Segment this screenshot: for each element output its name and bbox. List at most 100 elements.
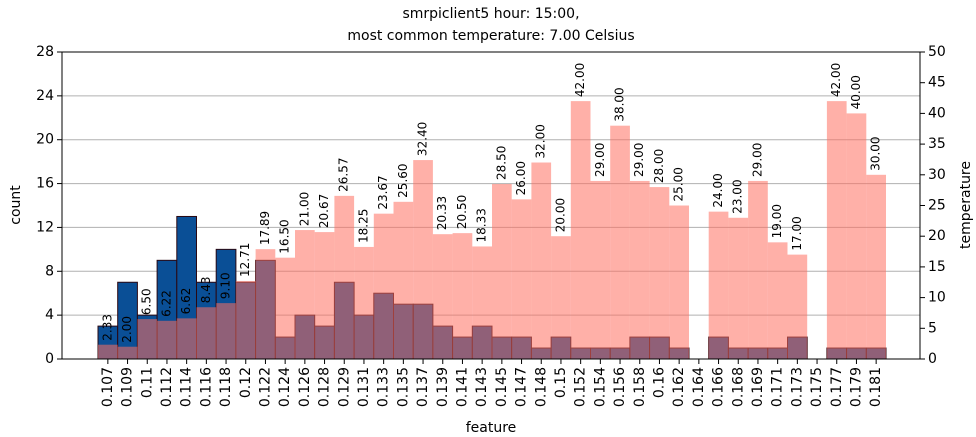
temperature-bar (826, 101, 847, 360)
value-label: 17.00 (790, 216, 804, 250)
y2-tick-label: 0 (928, 351, 937, 367)
temperature-bar (314, 232, 335, 359)
x-tick-label: 0.135 (395, 367, 411, 407)
x-tick-label: 0.137 (415, 367, 431, 407)
y2-tick-label: 5 (928, 320, 937, 336)
value-label: 28.50 (494, 146, 508, 180)
temperature-bar (846, 113, 867, 360)
y-axis-label: count (8, 185, 24, 225)
value-label: 9.10 (219, 272, 233, 299)
value-label: 25.00 (672, 167, 686, 201)
temperature-bar (708, 211, 729, 359)
x-tick-label: 0.118 (218, 367, 234, 407)
temperature-bar (767, 242, 788, 359)
x-tick-label: 0.152 (573, 367, 589, 407)
value-label: 42.00 (573, 63, 587, 97)
x-tick-label: 0.148 (533, 367, 549, 407)
temperature-bar (866, 174, 886, 359)
x-tick-label: 0.128 (317, 367, 333, 407)
value-label: 8.43 (199, 277, 213, 304)
y-tick-label: 28 (36, 44, 54, 60)
temperature-bar (511, 199, 532, 359)
value-label: 32.40 (416, 122, 430, 156)
value-label: 6.62 (179, 288, 193, 315)
temperature-bar (137, 319, 158, 359)
temperature-bar (393, 201, 414, 359)
temperature-bar (117, 346, 138, 359)
temperature-bar (255, 249, 276, 359)
value-label: 16.50 (278, 219, 292, 253)
value-label: 21.00 (297, 192, 311, 226)
value-label: 6.22 (159, 290, 173, 317)
temperature-bar (551, 236, 571, 359)
x-tick-label: 0.11 (139, 367, 155, 398)
temperature-bar (176, 318, 197, 359)
temperature-bar (649, 187, 670, 359)
value-label: 20.33 (435, 196, 449, 230)
y2-tick-label: 25 (928, 198, 946, 214)
value-label: 2.00 (120, 316, 134, 343)
value-label: 6.50 (140, 288, 154, 315)
y-tick-label: 4 (45, 307, 54, 323)
x-tick-label: 0.164 (691, 367, 707, 407)
value-label: 20.67 (317, 194, 331, 228)
x-tick-label: 0.179 (848, 367, 864, 407)
temperature-bar (295, 230, 315, 359)
y2-tick-label: 20 (928, 228, 946, 244)
value-label: 20.00 (553, 198, 567, 232)
value-label: 23.00 (731, 179, 745, 213)
y2-tick-label: 50 (928, 44, 946, 60)
value-label: 30.00 (869, 136, 883, 170)
x-tick-label: 0.145 (494, 367, 510, 407)
temperature-bar (669, 205, 689, 359)
x-tick-label: 0.169 (750, 367, 766, 407)
temperature-bar (629, 180, 650, 359)
temperature-bar (728, 217, 749, 359)
x-tick-label: 0.126 (297, 367, 313, 407)
value-label: 26.00 (514, 161, 528, 195)
temperature-bar (98, 344, 118, 359)
x-tick-label: 0.171 (770, 367, 786, 407)
value-label: 29.00 (593, 143, 607, 177)
x-tick-label: 0.181 (868, 367, 884, 407)
temperature-bar (452, 233, 473, 359)
temperature-bar (472, 246, 492, 359)
temperature-bar (235, 280, 256, 359)
x-tick-label: 0.124 (277, 367, 293, 407)
x-tick-label: 0.116 (198, 367, 214, 407)
value-label: 19.00 (770, 204, 784, 238)
y2-axis-label: temperature (958, 161, 974, 249)
x-tick-label: 0.158 (632, 367, 648, 407)
temperature-bar (531, 162, 552, 359)
y-tick-label: 12 (36, 219, 54, 235)
value-label: 20.50 (455, 195, 469, 229)
temperature-bar (748, 180, 768, 359)
y-tick-label: 24 (36, 88, 54, 104)
x-tick-label: 0.177 (829, 367, 845, 407)
value-label: 18.25 (356, 209, 370, 243)
x-tick-label: 0.133 (376, 367, 392, 407)
value-label: 23.67 (376, 175, 390, 209)
value-label: 2.33 (100, 314, 114, 341)
value-label: 17.89 (258, 211, 272, 245)
y-tick-label: 20 (36, 132, 54, 148)
x-tick-label: 0.173 (789, 367, 805, 407)
temperature-bar (157, 320, 177, 359)
y-tick-label: 8 (45, 263, 54, 279)
value-label: 18.33 (475, 208, 489, 242)
y2-tick-label: 35 (928, 136, 946, 152)
temperature-bar (275, 257, 295, 359)
x-tick-label: 0.12 (238, 367, 254, 398)
x-tick-label: 0.139 (435, 367, 451, 407)
x-tick-label: 0.154 (592, 367, 608, 407)
y-tick-label: 0 (45, 351, 54, 367)
temperature-bar (610, 125, 630, 360)
x-tick-label: 0.114 (179, 367, 195, 407)
y2-tick-label: 10 (928, 290, 946, 306)
temperature-bar (590, 180, 611, 359)
y2-tick-label: 45 (928, 75, 946, 91)
value-label: 32.00 (534, 124, 548, 158)
value-label: 12.71 (238, 243, 252, 277)
value-label: 24.00 (711, 173, 725, 207)
